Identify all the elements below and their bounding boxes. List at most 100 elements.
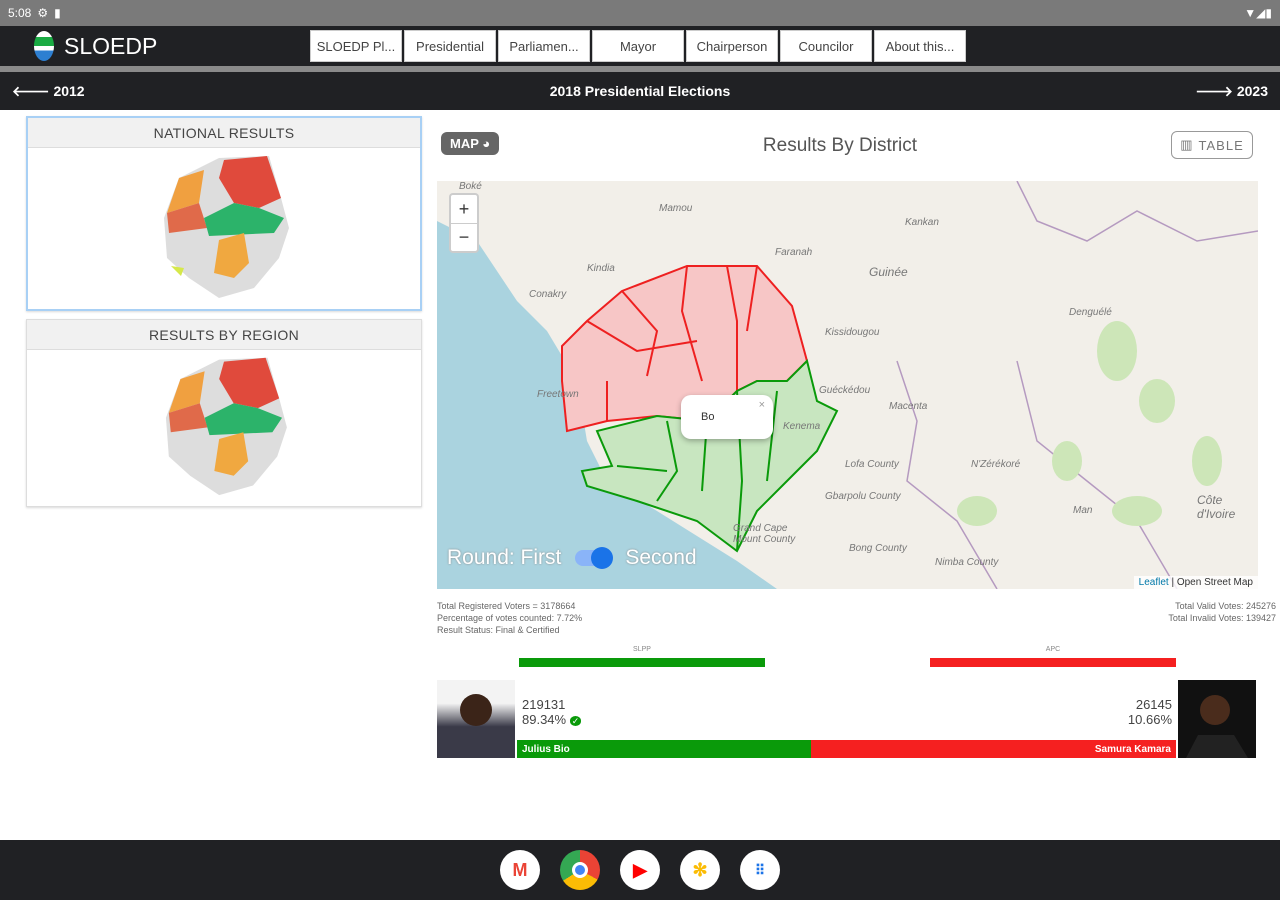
wifi-battery-icon: ▼◢▮: [1244, 6, 1272, 20]
valid-votes: Total Valid Votes: 245276: [1175, 601, 1276, 611]
party-bar-apc: [930, 658, 1176, 667]
tab-mayor[interactable]: Mayor: [592, 30, 684, 62]
prev-year-button[interactable]: 🡐 2012: [12, 83, 85, 100]
invalid-votes: Total Invalid Votes: 139427: [1168, 613, 1276, 623]
gmail-icon[interactable]: M: [500, 850, 540, 890]
logo-icon: [34, 31, 54, 61]
map-attribution: Leaflet | Open Street Map: [1133, 576, 1258, 589]
youtube-icon[interactable]: ▶: [620, 850, 660, 890]
app-name: SLOEDP: [64, 32, 158, 59]
close-icon[interactable]: ×: [758, 399, 765, 411]
stats-right: Total Valid Votes: 245276 Total Invalid …: [1168, 600, 1276, 624]
map-label: Freetown: [537, 389, 579, 400]
map-label: Denguélé: [1069, 307, 1112, 318]
district-popup: Bo ×: [681, 395, 773, 439]
divider: [0, 66, 1280, 72]
candidate-1-votes: 219131 89.34% ✓: [522, 697, 582, 729]
percent-counted: Percentage of votes counted: 7.72%: [437, 613, 583, 623]
clock: 5:08: [8, 6, 32, 20]
map-label: Gbarpolu County: [825, 491, 901, 502]
table-view-button[interactable]: ▥ TABLE: [1171, 131, 1253, 159]
photos-icon[interactable]: ✻: [680, 850, 720, 890]
map-label: Bong County: [849, 543, 907, 554]
map-label: Boké: [459, 181, 482, 192]
arrow-left-icon: 🡐: [12, 82, 54, 99]
map-label: Lofa County: [845, 459, 899, 470]
globe-icon: ◕: [482, 136, 491, 151]
round-toggle[interactable]: [575, 547, 614, 569]
vote-count: 26145: [1135, 697, 1172, 712]
round-second-label: Second: [625, 546, 697, 569]
app-logo[interactable]: SLOEDP: [34, 31, 310, 61]
map-label: Mamou: [659, 203, 693, 214]
app-bar: SLOEDP SLOEDP Pl... Presidential Parliam…: [0, 26, 1280, 66]
year-bar: 🡐 2012 2018 Presidential Elections 🡒 202…: [0, 72, 1280, 110]
settings-icon: ⚙: [37, 6, 49, 20]
next-year-button[interactable]: 🡒 2023: [1195, 83, 1268, 100]
map-label: Kankan: [905, 217, 939, 228]
region-results-card[interactable]: RESULTS BY REGION: [26, 319, 422, 507]
check-circle-icon: ✓: [569, 716, 582, 726]
map-label: Nimba County: [935, 557, 999, 568]
results-title: Results By District: [762, 135, 918, 156]
osm-attribution[interactable]: | Open Street Map: [1171, 577, 1253, 588]
taskbar: M ▶ ✻ ⠿: [0, 840, 1280, 900]
map-tiles: [437, 181, 1258, 589]
national-map-thumbnail: [164, 156, 289, 298]
result-bar: Julius Bio Samura Kamara: [517, 740, 1176, 758]
tab-presidential[interactable]: Presidential: [404, 30, 496, 62]
map-label: Kenema: [783, 421, 821, 432]
page-title: 2018 Presidential Elections: [549, 83, 731, 99]
vote-percent: 89.34%: [522, 712, 567, 727]
map-button-label: MAP: [450, 136, 479, 151]
map-label: Kindia: [587, 263, 615, 274]
prev-year-label: 2012: [53, 82, 85, 99]
chrome-icon[interactable]: [560, 850, 600, 890]
map-label: Macenta: [889, 401, 928, 412]
card-title: NATIONAL RESULTS: [28, 118, 420, 148]
map-label: Faranah: [775, 247, 813, 258]
arrow-right-icon: 🡒: [1195, 82, 1237, 99]
tab-about[interactable]: About this...: [874, 30, 966, 62]
party-label: APC: [1045, 646, 1061, 653]
map-label: N'Zérékoré: [971, 459, 1021, 470]
map-label: Grand Cape Mount County: [733, 523, 796, 545]
tab-sloedp[interactable]: SLOEDP Pl...: [310, 30, 402, 62]
table-icon: ▥: [1180, 137, 1194, 152]
sd-card-icon: ▮: [54, 6, 61, 20]
popup-text: Bo: [701, 411, 715, 423]
map-label: Conakry: [529, 289, 567, 300]
stats-left: Total Registered Voters = 3178664 Percen…: [437, 600, 582, 636]
round-first-label: Round: First: [447, 546, 562, 569]
table-button-label: TABLE: [1198, 137, 1244, 153]
map-label: Côte d'Ivoire: [1197, 493, 1236, 521]
district-map[interactable]: Boké Mamou Kindia Conakry Freetown Kanka…: [437, 181, 1258, 589]
registered-voters: Total Registered Voters = 3178664: [437, 601, 576, 611]
tab-chairperson[interactable]: Chairperson: [686, 30, 778, 62]
app-drawer-icon[interactable]: ⠿: [740, 850, 780, 890]
map-view-button[interactable]: MAP ◕: [441, 132, 500, 155]
vote-percent: 10.66%: [1127, 712, 1172, 727]
party-label: SLPP: [633, 646, 651, 653]
vote-count: 219131: [522, 697, 566, 712]
status-bar: 5:08 ⚙ ▮ ▼◢▮: [0, 0, 1280, 26]
next-year-label: 2023: [1236, 82, 1268, 99]
tab-councilor[interactable]: Councilor: [780, 30, 872, 62]
candidate-photo: [437, 680, 515, 758]
nav-tabs: SLOEDP Pl... Presidential Parliamen... M…: [310, 30, 966, 62]
zoom-out-button[interactable]: −: [451, 223, 477, 251]
map-label: Guinée: [869, 265, 908, 279]
region-map-thumbnail: [165, 357, 287, 496]
candidate-2-votes: 26145 10.66%: [1128, 697, 1172, 727]
map-label: Man: [1073, 505, 1093, 516]
leaflet-link[interactable]: Leaflet: [1138, 577, 1169, 588]
map-label: Guéckédou: [819, 385, 871, 396]
tab-parliamentary[interactable]: Parliamen...: [498, 30, 590, 62]
result-segment-bio: Julius Bio: [517, 740, 812, 758]
map-label: Kissidougou: [825, 327, 880, 338]
result-status: Result Status: Final & Certified: [437, 625, 560, 635]
national-results-card[interactable]: NATIONAL RESULTS: [26, 116, 422, 311]
result-segment-kamara: Samura Kamara: [811, 740, 1176, 758]
zoom-in-button[interactable]: +: [458, 198, 470, 219]
round-switch: Round: First Second: [447, 546, 697, 570]
